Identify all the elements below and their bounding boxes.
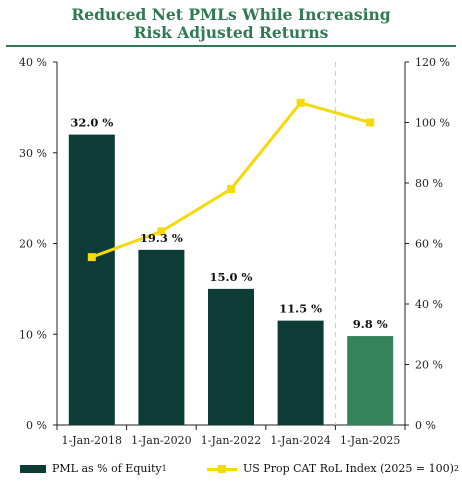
data-labels: 32.0 % 19.3 % 15.0 % 11.5 % 9.8 % [70, 116, 387, 331]
right-tick-label: 40 % [415, 298, 443, 311]
bar [68, 134, 115, 425]
legend-swatch-line [207, 464, 237, 474]
bar-data-label: 9.8 % [353, 317, 388, 331]
bar-data-label: 32.0 % [70, 116, 113, 130]
chart-axes: 0 % 10 % 20 % 30 % 40 % 0 % 20 % 40 % 60 % 80 % 10… [19, 56, 450, 447]
chart-title: Reduced Net PMLs While Increasing Risk A… [0, 6, 462, 42]
chart-title-line-2: Risk Adjusted Returns [133, 23, 329, 42]
legend-footnote-line: 2 [453, 464, 459, 473]
left-tick-label: 10 % [19, 328, 47, 341]
left-tick-label: 40 % [19, 56, 47, 69]
legend-footnote-bars: 1 [161, 464, 167, 473]
index-point [296, 98, 305, 107]
legend-item-bars: PML as % of Equity 1 [20, 462, 167, 475]
right-tick-label: 120 % [415, 56, 450, 69]
title-divider [6, 45, 456, 47]
x-tick-label: 1-Jan-2020 [131, 434, 191, 447]
legend-item-line: US Prop CAT RoL Index (2025 = 100) 2 [207, 462, 459, 475]
index-point [157, 227, 166, 236]
line-series [87, 98, 375, 262]
bar [208, 288, 254, 425]
right-tick-label: 20 % [415, 359, 443, 372]
combo-chart: 0 % 10 % 20 % 30 % 40 % 0 % 20 % 40 % 60 % 80 % 10… [19, 56, 450, 447]
index-line [91, 101, 371, 259]
bar [277, 320, 324, 425]
bar-data-label: 15.0 % [210, 270, 253, 284]
right-tick-label: 0 % [415, 419, 436, 432]
x-tick-label: 1-Jan-2018 [62, 434, 122, 447]
right-tick-label: 100 % [415, 117, 450, 130]
legend-label-line: US Prop CAT RoL Index (2025 = 100) [243, 462, 454, 475]
x-tick-label: 1-Jan-2024 [270, 434, 330, 447]
index-point [87, 253, 96, 262]
bar-data-label: 19.3 % [140, 231, 183, 245]
right-tick-label: 60 % [415, 238, 443, 251]
left-tick-label: 20 % [19, 238, 47, 251]
legend-label-bars: PML as % of Equity [52, 462, 162, 475]
left-tick-label: 30 % [19, 147, 47, 160]
left-tick-label: 0 % [26, 419, 47, 432]
x-tick-label: 1-Jan-2022 [201, 434, 261, 447]
x-tick-label: 1-Jan-2025 [340, 434, 400, 447]
index-point [366, 118, 375, 127]
chart-title-line-1: Reduced Net PMLs While Increasing [71, 5, 391, 24]
bar-data-label: 11.5 % [279, 302, 322, 316]
bar-series [68, 134, 394, 425]
index-point [227, 185, 235, 194]
right-tick-label: 80 % [415, 177, 443, 190]
bar [138, 249, 185, 425]
legend-swatch-bar [20, 464, 46, 473]
bar [347, 336, 394, 425]
